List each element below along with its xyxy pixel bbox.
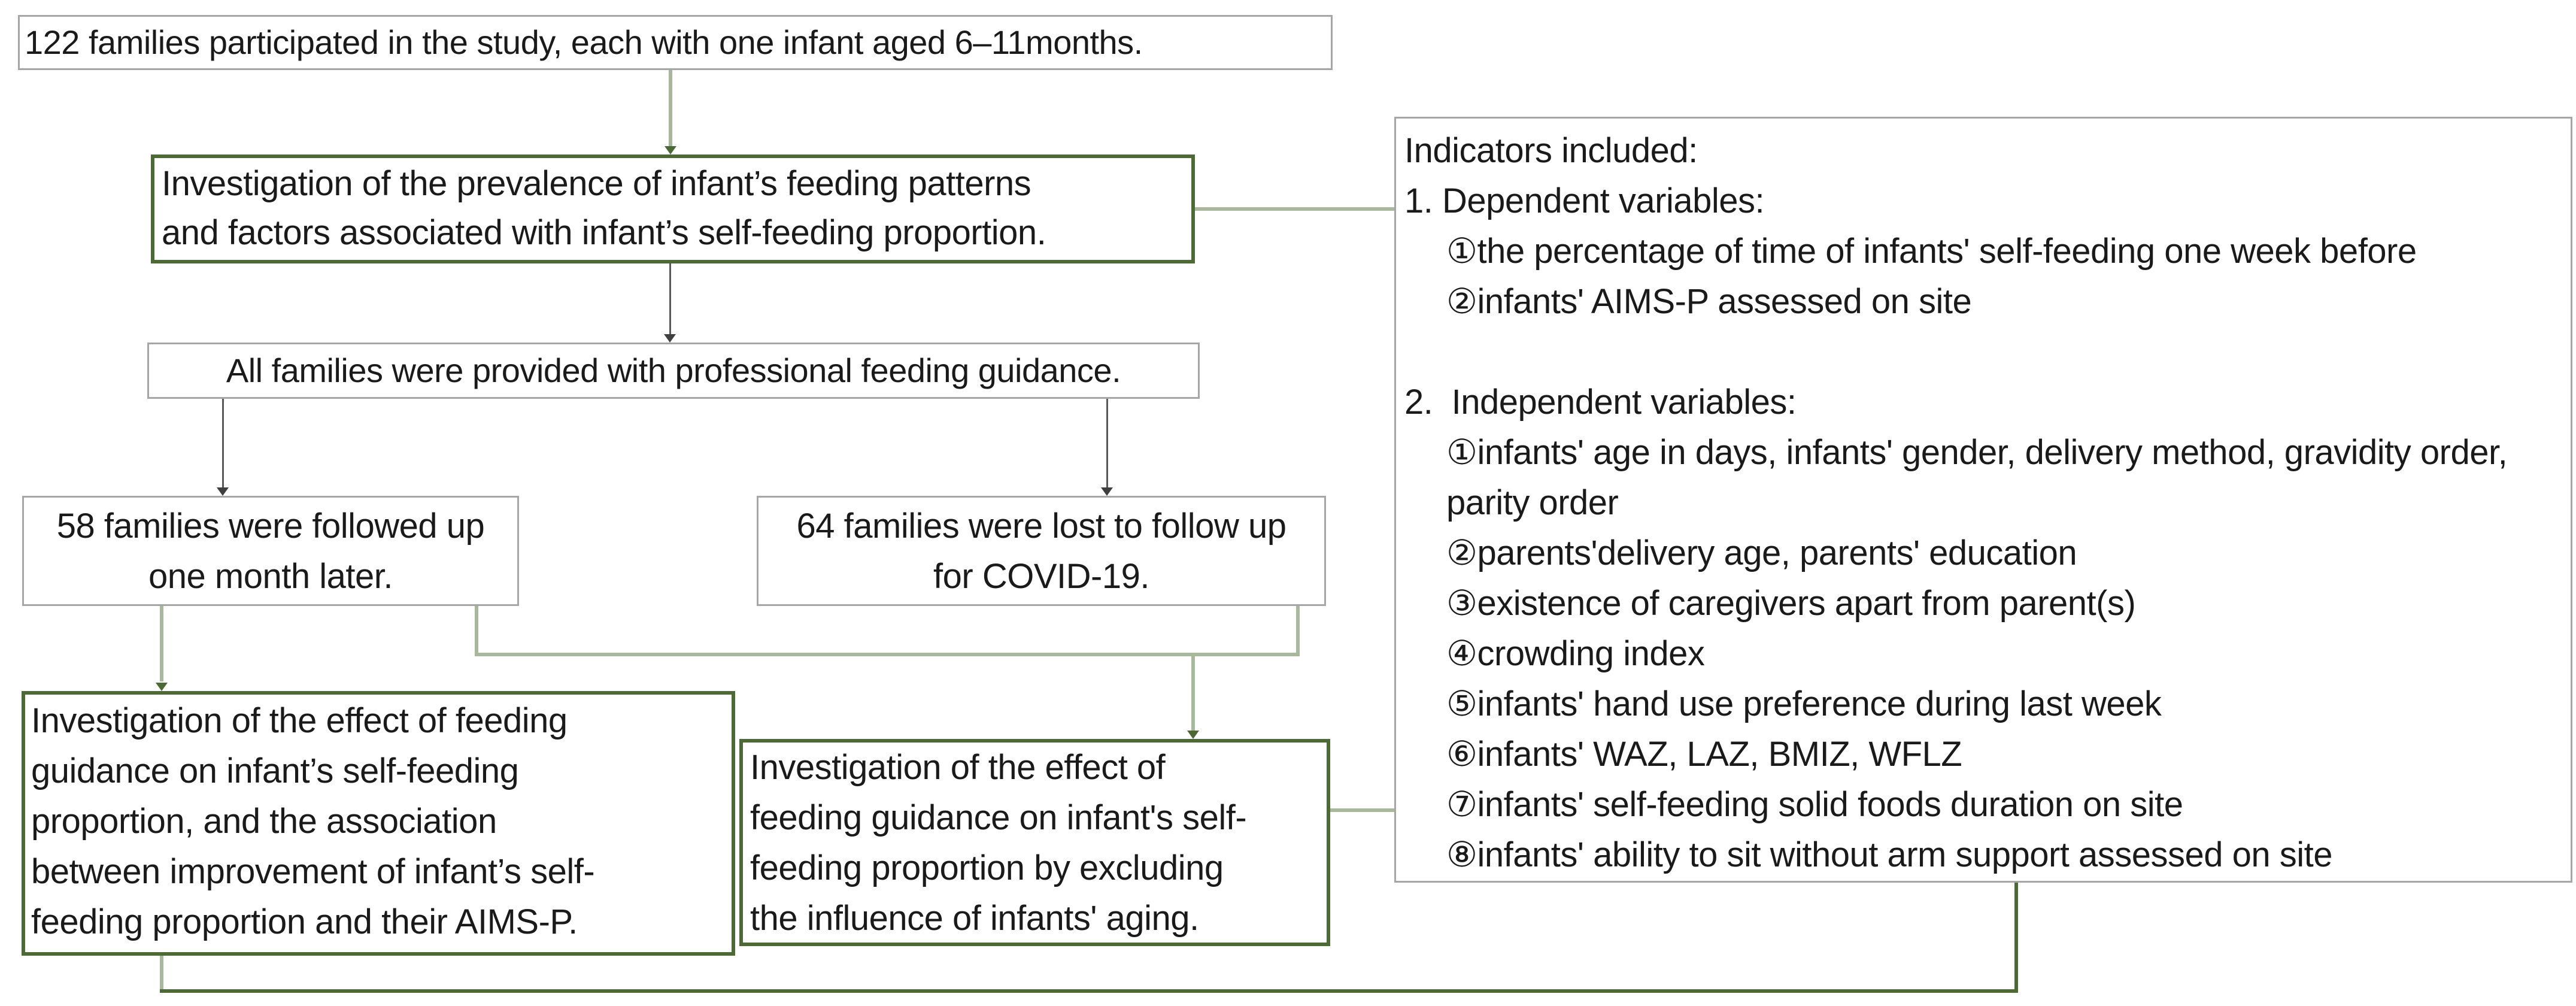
indicators-independent-header: 2. Independent variables: bbox=[1404, 383, 1797, 422]
box-effect-aims: Investigation of the effect of feeding g… bbox=[22, 691, 735, 956]
connector-followed-to-effect-aims bbox=[160, 606, 163, 681]
arrow-down-icon bbox=[1187, 731, 1199, 739]
arrow-down-icon bbox=[217, 487, 229, 496]
indicator-item: ⑧infants' ability to sit without arm sup… bbox=[1446, 835, 2333, 874]
indicators-dependent-header: 1. Dependent variables: bbox=[1404, 181, 1765, 220]
connector-lost-to-merge bbox=[1296, 606, 1300, 656]
arrow-down-icon bbox=[1101, 487, 1113, 496]
box-prevalence-text: Investigation of the prevalence of infan… bbox=[162, 164, 1046, 252]
connector-effect-aging-to-indicators bbox=[1330, 808, 1394, 812]
box-effect-aims-text: Investigation of the effect of feeding g… bbox=[31, 701, 595, 941]
indicators-blank-line bbox=[1404, 327, 2562, 377]
connector-intro-to-prevalence bbox=[669, 70, 672, 148]
box-guidance: All families were provided with professi… bbox=[147, 343, 1200, 399]
connector-merge-to-effect-aging bbox=[1191, 656, 1195, 731]
indicator-item: ②infants' AIMS-P assessed on site bbox=[1446, 282, 1972, 321]
connector-indicators-to-bottom bbox=[2014, 883, 2018, 993]
box-guidance-text: All families were provided with professi… bbox=[226, 352, 1121, 389]
box-participants: 122 families participated in the study, … bbox=[18, 15, 1333, 70]
box-followed-up: 58 families were followed up one month l… bbox=[22, 496, 519, 606]
box-prevalence-investigation: Investigation of the prevalence of infan… bbox=[151, 154, 1195, 263]
connector-bottom-horizontal bbox=[160, 989, 2018, 993]
connector-effect-aims-to-bottom bbox=[160, 956, 163, 992]
box-effect-aging-text: Investigation of the effect of feeding g… bbox=[750, 748, 1247, 938]
box-lost-followup-text: 64 families were lost to follow up for C… bbox=[796, 507, 1287, 596]
indicator-item: ④crowding index bbox=[1446, 634, 1705, 673]
indicator-item: ②parents'delivery age, parents' educatio… bbox=[1446, 534, 2077, 572]
arrow-down-icon bbox=[665, 146, 676, 154]
connector-followed-to-merge bbox=[475, 606, 478, 656]
arrow-down-icon bbox=[156, 683, 168, 691]
box-lost-followup: 64 families were lost to follow up for C… bbox=[757, 496, 1326, 606]
box-participants-text: 122 families participated in the study, … bbox=[25, 23, 1143, 61]
connector-prevalence-to-indicators bbox=[1195, 207, 1394, 211]
connector-guidance-to-lost bbox=[1106, 399, 1108, 487]
indicator-item: ⑦infants' self-feeding solid foods durat… bbox=[1446, 785, 2183, 824]
connector-merge-horizontal bbox=[475, 653, 1300, 656]
connector-prevalence-to-guidance bbox=[669, 263, 671, 334]
connector-guidance-to-followed bbox=[222, 399, 224, 487]
box-indicators: Indicators included: 1. Dependent variab… bbox=[1394, 117, 2572, 883]
indicator-item: ⑤infants' hand use preference during las… bbox=[1446, 684, 2162, 723]
indicator-item: ③existence of caregivers apart from pare… bbox=[1446, 584, 2136, 623]
box-followed-up-text: 58 families were followed up one month l… bbox=[56, 507, 485, 596]
indicator-item: ①infants' age in days, infants' gender, … bbox=[1446, 433, 2517, 522]
box-effect-aging: Investigation of the effect of feeding g… bbox=[739, 739, 1330, 946]
arrow-down-icon bbox=[664, 334, 676, 343]
indicators-title: Indicators included: bbox=[1404, 131, 1698, 170]
indicator-item: ①the percentage of time of infants' self… bbox=[1446, 232, 2417, 271]
indicator-item: ⑥infants' WAZ, LAZ, BMIZ, WFLZ bbox=[1446, 735, 1962, 774]
